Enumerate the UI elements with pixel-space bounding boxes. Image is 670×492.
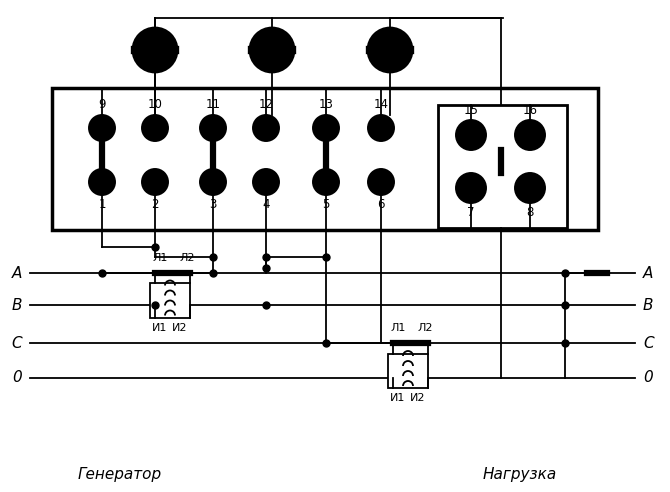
Text: 4: 4 — [262, 198, 270, 211]
Circle shape — [368, 115, 394, 141]
Text: И1: И1 — [152, 323, 168, 333]
Text: А: А — [643, 266, 653, 280]
Text: 1: 1 — [98, 198, 106, 211]
Text: И2: И2 — [410, 393, 425, 403]
Text: Л1: Л1 — [152, 253, 168, 263]
Circle shape — [133, 28, 177, 72]
Circle shape — [200, 169, 226, 195]
Text: И2: И2 — [172, 323, 188, 333]
Circle shape — [250, 28, 294, 72]
FancyBboxPatch shape — [150, 283, 190, 318]
Text: 3: 3 — [209, 198, 216, 211]
Text: 10: 10 — [147, 98, 162, 111]
Text: Л1: Л1 — [391, 323, 406, 333]
Text: 12: 12 — [259, 98, 273, 111]
Text: 11: 11 — [206, 98, 220, 111]
Text: С: С — [11, 336, 22, 350]
Text: 8: 8 — [527, 206, 534, 219]
Circle shape — [515, 173, 545, 203]
Circle shape — [313, 115, 339, 141]
Text: Л2: Л2 — [180, 253, 195, 263]
Text: Генератор: Генератор — [78, 467, 162, 483]
Text: И1: И1 — [391, 393, 406, 403]
Text: С: С — [643, 336, 654, 350]
Text: 9: 9 — [98, 98, 106, 111]
Circle shape — [456, 173, 486, 203]
Text: В: В — [11, 298, 22, 312]
Circle shape — [142, 115, 168, 141]
Text: 2: 2 — [151, 198, 159, 211]
Text: В: В — [643, 298, 653, 312]
Circle shape — [368, 28, 412, 72]
Circle shape — [253, 115, 279, 141]
Text: 0: 0 — [643, 370, 653, 386]
Text: 13: 13 — [318, 98, 334, 111]
Text: 14: 14 — [373, 98, 389, 111]
Circle shape — [253, 169, 279, 195]
Circle shape — [142, 169, 168, 195]
Text: 16: 16 — [523, 104, 537, 117]
Text: 7: 7 — [467, 206, 475, 219]
Text: А: А — [11, 266, 22, 280]
FancyBboxPatch shape — [52, 88, 598, 230]
Text: Л2: Л2 — [417, 323, 433, 333]
Circle shape — [313, 169, 339, 195]
Text: 6: 6 — [377, 198, 385, 211]
Circle shape — [89, 115, 115, 141]
Text: 0: 0 — [12, 370, 22, 386]
Text: 5: 5 — [322, 198, 330, 211]
FancyBboxPatch shape — [438, 105, 567, 228]
Text: Нагрузка: Нагрузка — [483, 467, 557, 483]
Circle shape — [456, 120, 486, 150]
Text: 15: 15 — [464, 104, 478, 117]
Circle shape — [368, 169, 394, 195]
Circle shape — [89, 169, 115, 195]
Circle shape — [200, 115, 226, 141]
FancyBboxPatch shape — [388, 354, 428, 388]
Circle shape — [515, 120, 545, 150]
